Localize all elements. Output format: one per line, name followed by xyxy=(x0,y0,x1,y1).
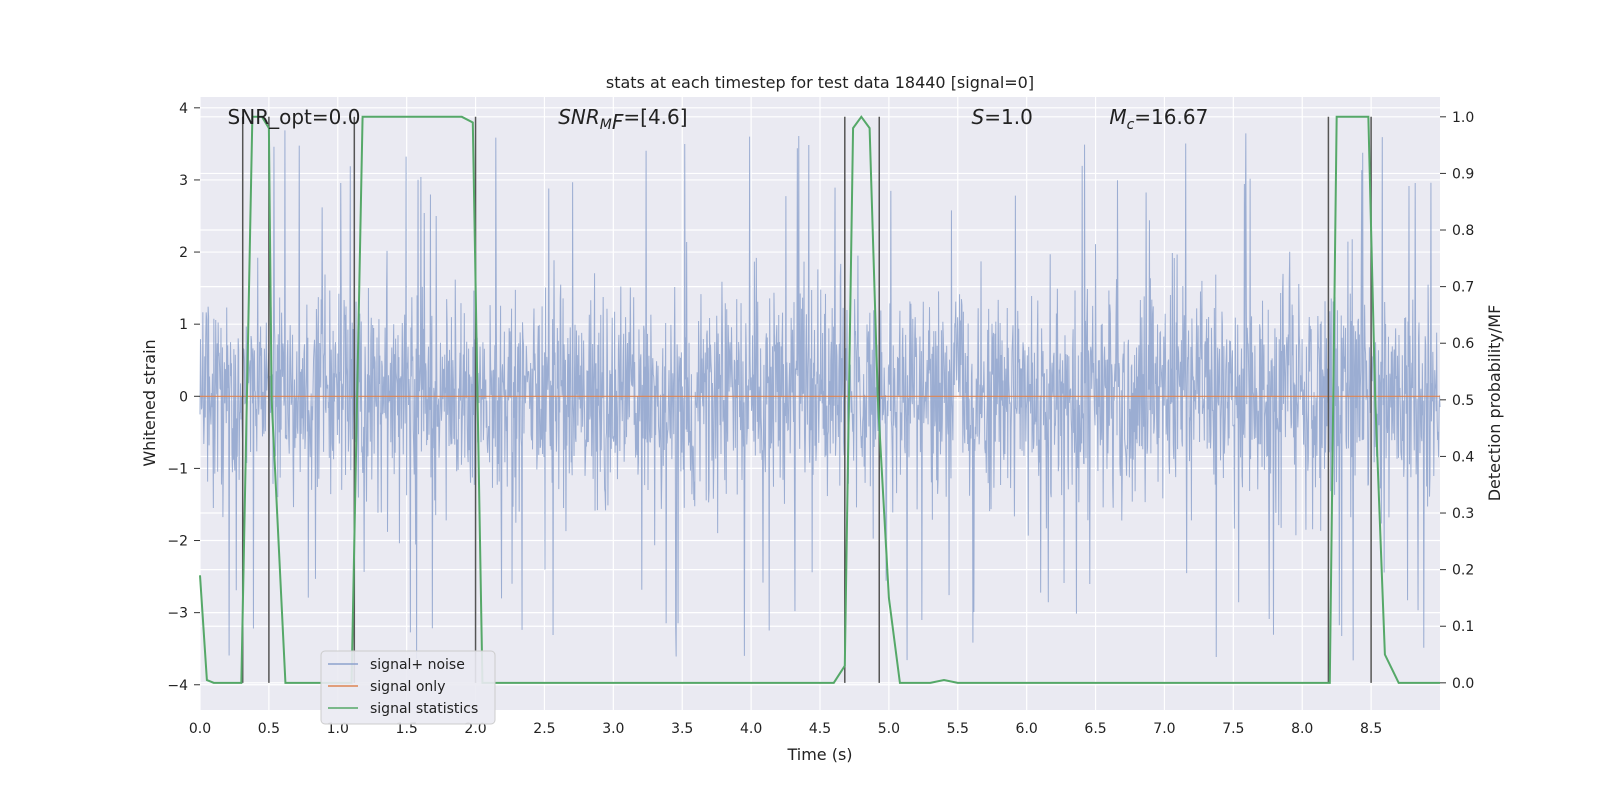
annotation-text: Mc=16.67 xyxy=(1109,105,1208,133)
y-right-ticks: 1.0 0.9 0.8 0.7 0.6 0.5 0.4 0.3 0.2 0.1 0.0 xyxy=(1440,110,1474,692)
x-tick-label: 0.0 xyxy=(189,721,211,737)
signal-statistics-line xyxy=(199,115,1440,684)
legend-label-signal-noise: signal+ noise xyxy=(370,657,465,673)
y-left-tick-label: 1 xyxy=(179,317,188,333)
y-right-tick-label: 0.3 xyxy=(1452,506,1474,522)
y-right-tick-label: 0.8 xyxy=(1452,223,1474,239)
y-right-tick-label: 0.0 xyxy=(1452,676,1474,692)
x-ticks: 0.0 0.5 1.0 1.5 2.0 2.5 3.0 3.5 4.0 4.5 5.0 5.5 6.0 6… xyxy=(189,721,1382,737)
x-tick-label: 4.0 xyxy=(740,721,762,737)
y-right-tick-label: 0.6 xyxy=(1452,336,1474,352)
x-tick-label: 5.0 xyxy=(878,721,900,737)
y-left-tick-label: 2 xyxy=(179,245,188,261)
x-tick-label: 5.5 xyxy=(947,721,969,737)
x-tick-label: 2.5 xyxy=(533,721,555,737)
annotation-text: SNRMF=[4.6] xyxy=(558,105,687,134)
y-left-ticks: 4 3 2 1 0 −1 −2 −3 −4 xyxy=(167,101,200,694)
y-right-tick-label: 0.2 xyxy=(1452,563,1474,579)
signal-statistics-series xyxy=(199,115,1440,684)
y-left-axis-label: Whitened strain xyxy=(140,339,159,466)
y-left-tick-label: 3 xyxy=(179,173,188,189)
legend-box xyxy=(320,650,496,725)
y-left-tick-label: −2 xyxy=(167,534,188,550)
signal-noise-line xyxy=(199,130,1441,661)
annotations: SNR_opt=0.0 SNRMF=[4.6] S=1.0 Mc=16.67 xyxy=(228,105,1209,134)
chart-title: stats at each timestep for test data 184… xyxy=(606,73,1034,92)
y-right-axis-label: Detection probability/MF xyxy=(1485,305,1504,502)
y-right-tick-label: 0.4 xyxy=(1452,449,1474,465)
legend-label-signal-statistics: signal statistics xyxy=(370,701,478,717)
y-right-tick-label: 0.5 xyxy=(1452,393,1474,409)
annotation-text: S=1.0 xyxy=(972,105,1033,129)
x-tick-label: 0.5 xyxy=(258,721,280,737)
legend-label-signal-only: signal only xyxy=(370,679,445,695)
signal-noise-series xyxy=(199,130,1441,661)
y-left-tick-label: 0 xyxy=(179,389,188,405)
y-left-tick-label: −1 xyxy=(167,461,188,477)
x-tick-label: 2.0 xyxy=(464,721,486,737)
x-tick-label: 6.5 xyxy=(1084,721,1106,737)
x-tick-label: 7.0 xyxy=(1153,721,1175,737)
x-tick-label: 3.0 xyxy=(602,721,624,737)
y-right-tick-label: 0.1 xyxy=(1452,619,1474,635)
y-right-tick-label: 1.0 xyxy=(1452,110,1474,126)
x-tick-label: 3.5 xyxy=(671,721,693,737)
x-tick-label: 6.0 xyxy=(1016,721,1038,737)
annotation-text: SNR_opt=0.0 xyxy=(228,105,361,129)
legend: signal+ noise signal only signal statist… xyxy=(320,650,496,725)
x-tick-label: 4.5 xyxy=(809,721,831,737)
y-left-tick-label: −4 xyxy=(167,678,188,694)
y-left-tick-label: 4 xyxy=(179,101,188,117)
y-right-tick-label: 0.9 xyxy=(1452,166,1474,182)
x-axis-label: Time (s) xyxy=(786,745,852,764)
grid xyxy=(199,97,1440,710)
y-right-tick-label: 0.7 xyxy=(1452,280,1474,296)
x-tick-label: 8.0 xyxy=(1291,721,1313,737)
x-tick-label: 7.5 xyxy=(1222,721,1244,737)
y-left-tick-label: −3 xyxy=(167,606,188,622)
x-tick-label: 1.0 xyxy=(327,721,349,737)
x-tick-label: 1.5 xyxy=(396,721,418,737)
x-tick-label: 8.5 xyxy=(1360,721,1382,737)
